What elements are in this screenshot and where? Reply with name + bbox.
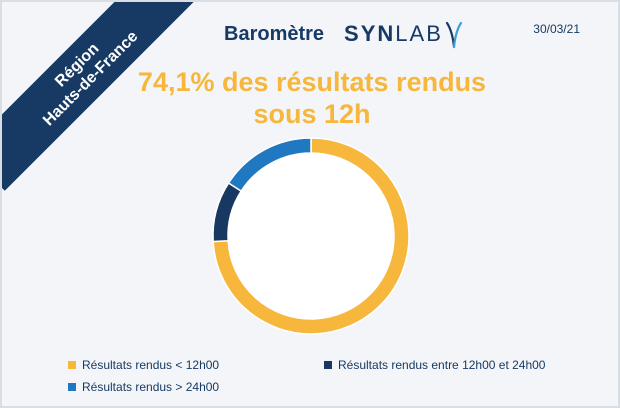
synlab-mark-icon xyxy=(445,21,462,49)
legend-label-under-12h: Résultats rendus < 12h00 xyxy=(82,358,220,372)
legend-swatch-12h-24h xyxy=(324,361,332,369)
synlab-logo: SYNLAB xyxy=(344,21,443,47)
synlab-logo-light: LAB xyxy=(395,21,443,46)
synlab-logo-bold: SYN xyxy=(344,21,396,46)
barometre-title: Baromètre xyxy=(224,22,325,45)
donut-hole xyxy=(228,153,394,319)
legend-item-under-12h: Résultats rendus < 12h00 xyxy=(68,358,219,372)
legend-label-over-24h: Résultats rendus > 24h00 xyxy=(82,380,220,394)
donut-slice-over-24h xyxy=(227,137,312,193)
legend-swatch-over-24h xyxy=(68,383,76,391)
headline-line-2: sous 12h xyxy=(253,99,371,129)
brand-header: Baromètre SYNLAB xyxy=(224,16,463,52)
legend-swatch-under-12h xyxy=(68,361,76,369)
legend-item-12h-24h: Résultats rendus entre 12h00 et 24h00 xyxy=(324,358,545,372)
donut-slice-under-12h xyxy=(212,137,410,335)
report-date: 30/03/21 xyxy=(533,22,580,36)
headline-line-1: 74,1% des résultats rendus xyxy=(137,67,487,97)
legend-label-12h-24h: Résultats rendus entre 12h00 et 24h00 xyxy=(338,358,546,372)
legend-item-over-24h: Résultats rendus > 24h00 xyxy=(68,380,219,394)
